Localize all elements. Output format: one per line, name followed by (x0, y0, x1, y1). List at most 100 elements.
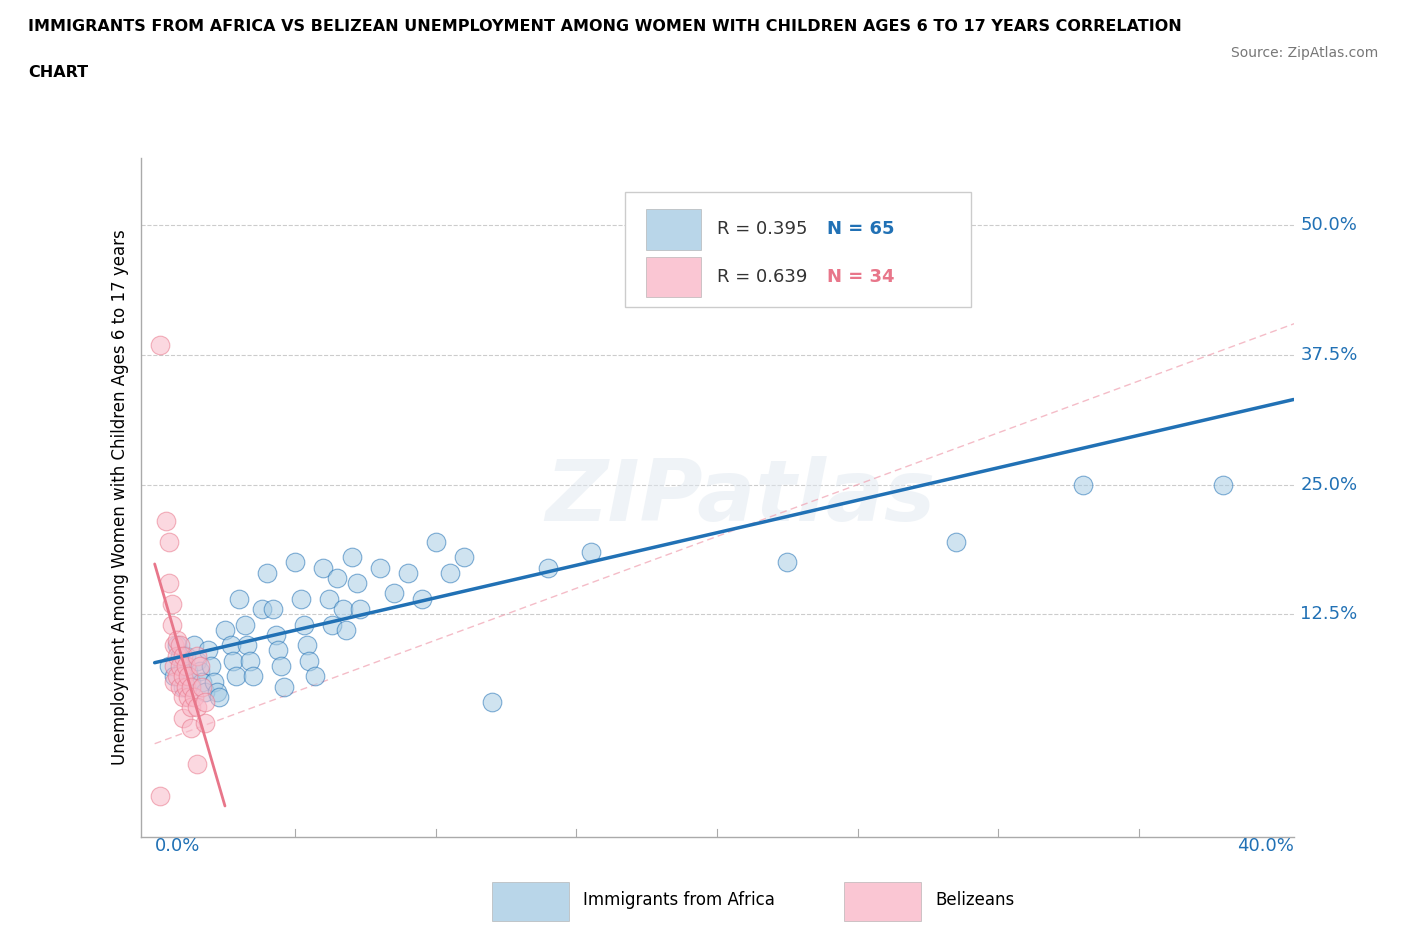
Point (149, 338, 172, 352)
Point (194, 715, 217, 730)
Point (214, 622, 236, 637)
Point (321, 618, 343, 632)
Text: N = 34: N = 34 (827, 268, 894, 286)
Text: R = 0.395: R = 0.395 (717, 220, 807, 238)
Point (166, 669, 188, 684)
Point (183, 690, 205, 705)
Point (202, 674, 225, 689)
Point (579, 545, 602, 560)
Text: Immigrants from Africa: Immigrants from Africa (583, 891, 775, 910)
Point (197, 643, 219, 658)
Point (225, 669, 247, 684)
Point (332, 602, 354, 617)
Point (200, 658, 222, 673)
Point (262, 602, 284, 617)
Point (242, 669, 264, 684)
Point (191, 679, 214, 694)
Point (169, 638, 191, 653)
Point (945, 534, 967, 549)
Point (177, 690, 200, 705)
Point (174, 658, 197, 673)
Text: N = 65: N = 65 (827, 220, 894, 238)
Point (174, 679, 197, 694)
Point (295, 638, 318, 653)
Point (172, 679, 194, 694)
Point (186, 700, 208, 715)
Point (163, 638, 186, 653)
Point (1071, 477, 1094, 492)
Point (233, 618, 256, 632)
Point (186, 648, 208, 663)
Point (537, 560, 560, 575)
Point (382, 586, 405, 601)
Point (157, 658, 180, 673)
Point (188, 658, 211, 673)
Point (163, 658, 186, 673)
Point (183, 638, 205, 653)
Point (169, 679, 191, 694)
Point (163, 669, 186, 684)
Point (166, 632, 188, 647)
Point (172, 658, 194, 673)
Text: Belizeans: Belizeans (935, 891, 1014, 910)
Point (180, 700, 202, 715)
Point (340, 550, 363, 565)
Point (425, 534, 447, 549)
Point (177, 669, 200, 684)
FancyBboxPatch shape (645, 257, 702, 298)
Text: CHART: CHART (28, 65, 89, 80)
Point (411, 591, 433, 606)
Point (335, 622, 357, 637)
Point (157, 576, 180, 591)
Point (163, 674, 186, 689)
Point (166, 638, 188, 653)
Text: 40.0%: 40.0% (1237, 837, 1294, 855)
FancyBboxPatch shape (624, 193, 970, 308)
Point (174, 648, 197, 663)
Point (346, 576, 368, 591)
Point (292, 618, 315, 632)
Text: R = 0.639: R = 0.639 (717, 268, 807, 286)
Point (186, 757, 208, 772)
Point (155, 513, 177, 528)
Point (368, 560, 391, 575)
Point (256, 565, 278, 580)
Point (169, 648, 191, 663)
Point (208, 690, 231, 705)
Point (270, 658, 292, 673)
Point (1212, 477, 1234, 492)
Point (219, 638, 242, 653)
FancyBboxPatch shape (645, 209, 702, 250)
Point (349, 602, 371, 617)
Point (250, 602, 273, 617)
Point (439, 565, 461, 580)
Text: IMMIGRANTS FROM AFRICA VS BELIZEAN UNEMPLOYMENT AMONG WOMEN WITH CHILDREN AGES 6: IMMIGRANTS FROM AFRICA VS BELIZEAN UNEMP… (28, 19, 1182, 33)
Point (194, 684, 217, 699)
Point (194, 695, 217, 710)
Point (290, 591, 312, 606)
Point (236, 638, 259, 653)
Point (284, 555, 307, 570)
Point (222, 654, 245, 669)
Point (318, 591, 340, 606)
Point (188, 664, 211, 679)
Point (762, 275, 785, 290)
Point (239, 654, 262, 669)
Point (160, 596, 183, 611)
Point (172, 669, 194, 684)
Point (180, 679, 202, 694)
Point (172, 648, 194, 663)
Point (166, 648, 188, 663)
Y-axis label: Unemployment Among Women with Children Ages 6 to 17 years: Unemployment Among Women with Children A… (111, 230, 129, 765)
Point (149, 788, 172, 803)
Point (180, 674, 202, 689)
Point (172, 711, 194, 725)
Point (326, 570, 349, 585)
Text: 0.0%: 0.0% (155, 837, 200, 855)
Point (453, 550, 475, 565)
Text: 37.5%: 37.5% (1301, 346, 1358, 364)
Point (169, 658, 191, 673)
Point (481, 695, 503, 710)
Point (160, 618, 183, 632)
Point (776, 555, 799, 570)
